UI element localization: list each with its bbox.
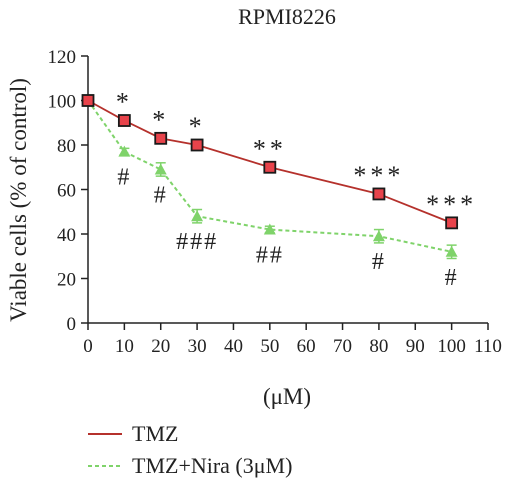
x-tick-label: 10 bbox=[115, 336, 134, 357]
significance-hash: # bbox=[372, 249, 386, 275]
significance-star: * bbox=[116, 88, 133, 117]
x-tick-label: 0 bbox=[83, 336, 93, 357]
y-tick-label: 40 bbox=[57, 225, 76, 246]
y-tick-label: 100 bbox=[48, 92, 77, 113]
significance-star: * bbox=[189, 112, 206, 141]
legend-label-tmz: TMZ bbox=[132, 421, 178, 446]
data-point-tmz bbox=[117, 114, 131, 127]
data-point-tmz-nira bbox=[154, 163, 167, 175]
data-point-tmz-nira bbox=[191, 210, 204, 222]
y-tick-label: 20 bbox=[57, 270, 76, 291]
data-point-tmz bbox=[154, 131, 168, 145]
significance-star: ** bbox=[253, 134, 287, 163]
data-point-tmz-nira bbox=[118, 145, 131, 157]
x-tick-label: 20 bbox=[151, 336, 170, 357]
significance-hash: ### bbox=[176, 229, 218, 255]
x-tick-label: 100 bbox=[437, 336, 466, 357]
y-tick-label: 120 bbox=[48, 47, 77, 68]
x-tick-label: 70 bbox=[333, 336, 352, 357]
data-point-tmz bbox=[81, 94, 95, 107]
significance-star: *** bbox=[426, 190, 477, 219]
significance-hash: # bbox=[117, 165, 131, 191]
data-point-tmz-nira bbox=[372, 230, 385, 242]
y-tick-label: 80 bbox=[57, 136, 76, 157]
chart-title: RPMI8226 bbox=[238, 4, 336, 29]
data-point-tmz bbox=[190, 138, 204, 152]
significance-star: *** bbox=[353, 161, 404, 190]
x-tick-label: 50 bbox=[260, 336, 279, 357]
legend-label-tmz-nira: TMZ+Nira (3μM) bbox=[132, 453, 292, 478]
x-tick-label: 30 bbox=[188, 336, 207, 357]
data-point-tmz bbox=[445, 216, 459, 230]
x-tick-label: 90 bbox=[406, 336, 425, 357]
legend: TMZ TMZ+Nira (3μM) bbox=[88, 421, 292, 478]
x-tick-label: 60 bbox=[297, 336, 316, 357]
x-tick-label: 40 bbox=[224, 336, 243, 357]
data-point-tmz bbox=[263, 160, 277, 174]
significance-hash: ## bbox=[256, 243, 284, 269]
y-tick-label: 60 bbox=[57, 181, 76, 202]
x-tick-label: 80 bbox=[369, 336, 388, 357]
plot-area: 0 20 40 60 80 100 120 0 10 20 30 40 50 60 70 80 90 100 110… bbox=[48, 47, 502, 357]
x-axis-title: (μM) bbox=[263, 384, 311, 409]
data-point-tmz-nira bbox=[445, 245, 458, 257]
y-tick-label: 0 bbox=[67, 314, 77, 335]
data-point-tmz-nira bbox=[263, 223, 276, 235]
data-point-tmz bbox=[372, 187, 386, 201]
x-tick-label: 110 bbox=[474, 336, 502, 357]
significance-hash: # bbox=[445, 265, 459, 291]
y-axis-title: Viable cells (% of control) bbox=[6, 78, 31, 322]
significance-star: * bbox=[152, 105, 169, 134]
significance-hash: # bbox=[154, 182, 168, 208]
